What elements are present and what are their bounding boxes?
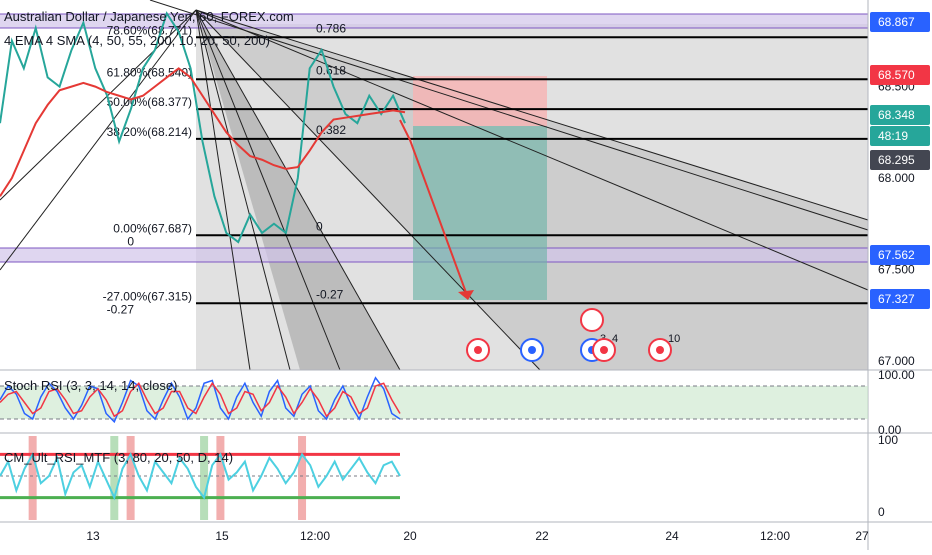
- price-tag: [870, 126, 930, 146]
- fan-line: [195, 9, 341, 371]
- price-tags: 68.867 68.570 68.348 48:19 68.295 67.562 67.32…: [870, 12, 930, 309]
- price-tag-label: 68.570: [878, 68, 915, 82]
- price-tick-label: 67.500: [878, 262, 915, 276]
- event-marker-count: 4: [612, 333, 618, 345]
- cm-signal-bar: [216, 436, 225, 520]
- event-marker-count: 10: [668, 333, 680, 345]
- event-markers[interactable]: 3410: [466, 308, 680, 362]
- price-tick-label: 67.000: [878, 354, 915, 368]
- price-tag-label: 68.348: [878, 108, 915, 122]
- price-tag: [870, 12, 930, 32]
- stop-loss-zone[interactable]: [413, 76, 547, 126]
- price-tag: [870, 150, 930, 170]
- fib-ratio-label: 0.618: [316, 63, 346, 77]
- fan-line: [195, 9, 869, 221]
- price-tag-label: 67.562: [878, 248, 915, 262]
- price-tag-label: 68.295: [878, 153, 915, 167]
- fib-left-label: 61.80%(68.540): [107, 65, 192, 79]
- fan-line: [195, 9, 251, 371]
- price-tag-label: 48:19: [878, 129, 908, 143]
- event-marker[interactable]: [580, 308, 604, 332]
- cm-signal-bar: [28, 436, 37, 520]
- time-tick-label: 27: [855, 529, 869, 543]
- fib-left-label: -27.00%(67.315): [103, 289, 192, 303]
- cm-ult-rsi-pane[interactable]: CM_Ult_RSI_MTF (3, 80, 20, 50, D, 14): [0, 436, 401, 520]
- stoch-d-line: [0, 381, 401, 418]
- short-position-tool[interactable]: [413, 76, 547, 300]
- fan-line: [149, 0, 869, 231]
- stoch-k-line: [0, 376, 401, 424]
- take-profit-zone[interactable]: [413, 126, 547, 300]
- price-tag: [870, 65, 930, 85]
- cm-signal-bar: [110, 436, 119, 520]
- ema-line: [0, 67, 406, 197]
- fib-ratio-label: 0: [316, 219, 323, 233]
- fib-fan-lines: [0, 0, 869, 371]
- fib-left-label: 78.60%(68.771): [107, 23, 192, 37]
- cm-tick-label: 100: [878, 433, 898, 447]
- cm-signal-bar: [126, 436, 135, 520]
- fan-line: [0, 9, 197, 271]
- fib-left-label: 0.00%(67.687): [113, 221, 192, 235]
- event-marker-dot: [474, 346, 482, 354]
- stoch-tick-label: 0.00: [878, 423, 902, 437]
- time-tick-label: 13: [86, 529, 100, 543]
- projection-path: [399, 119, 469, 299]
- time-tick-label: 24: [665, 529, 679, 543]
- event-marker-dot: [528, 346, 536, 354]
- event-marker-dot: [600, 346, 608, 354]
- fib-left-label: 50.00%(68.377): [107, 95, 192, 109]
- fib-sub-label: -0.27: [107, 302, 135, 316]
- fib-sub-label: 0: [127, 234, 134, 248]
- time-tick-label: 20: [403, 529, 417, 543]
- chart-title: Australian Dollar / Japanese Yen, 60, FO…: [4, 9, 294, 24]
- time-tick-label: 15: [215, 529, 229, 543]
- price-series-line: [0, 11, 406, 244]
- fib-ratio-label: 0.786: [316, 21, 346, 35]
- time-tick-label: 22: [535, 529, 549, 543]
- fan-line: [0, 9, 197, 201]
- fan-line: [195, 9, 541, 371]
- cm-tick-label: 0: [878, 505, 885, 519]
- stoch-rsi-title: Stoch RSI (3, 3, 14, 14, close): [4, 378, 177, 393]
- price-tag: [870, 105, 930, 125]
- stoch-rsi-pane[interactable]: Stoch RSI (3, 3, 14, 14, close): [0, 376, 868, 424]
- cm-signal-bar: [200, 436, 209, 520]
- fib-ratio-label: -0.27: [316, 287, 344, 301]
- cm-signal-bar: [298, 436, 307, 520]
- price-axis-background[interactable]: [868, 0, 932, 550]
- time-axis[interactable]: 13 15 12:00 20 22 24 12:00 27: [86, 529, 869, 543]
- projection-arrow[interactable]: [399, 119, 474, 300]
- fan-line: [195, 9, 291, 371]
- price-tick-label: 68.000: [878, 171, 915, 185]
- cm-ult-rsi-title: CM_Ult_RSI_MTF (3, 80, 20, 50, D, 14): [4, 450, 233, 465]
- price-tag: [870, 289, 930, 309]
- price-tag-label: 67.327: [878, 292, 915, 306]
- price-tag: [870, 245, 930, 265]
- cm-signal-bars: [28, 436, 307, 520]
- indicator-legend: 4 EMA 4 SMA (4, 50, 55, 200, 10, 20, 50,…: [4, 33, 270, 48]
- resistance-zone-band: [0, 14, 868, 28]
- fan-line: [195, 9, 869, 291]
- fib-ratio-label: 0.382: [316, 123, 346, 137]
- time-tick-label: 12:00: [760, 529, 790, 543]
- fib-left-label: 38.20%(68.214): [107, 125, 192, 139]
- price-tag-label: 68.867: [878, 15, 915, 29]
- cm-rsi-line: [0, 451, 401, 501]
- fan-line: [195, 9, 401, 371]
- time-tick-label: 12:00: [300, 529, 330, 543]
- event-marker-dot: [656, 346, 664, 354]
- arrow-head: [458, 290, 474, 300]
- stoch-tick-label: 100.00: [878, 368, 915, 382]
